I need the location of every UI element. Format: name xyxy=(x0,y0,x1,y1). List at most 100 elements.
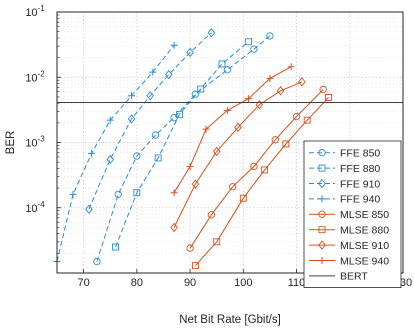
data-point xyxy=(319,85,327,94)
data-point xyxy=(133,189,141,197)
data-point xyxy=(127,114,136,124)
data-point xyxy=(266,32,274,40)
data-point xyxy=(146,91,154,101)
data-point xyxy=(282,140,290,148)
data-point xyxy=(223,66,231,74)
legend-entry: FFE 940 xyxy=(309,194,380,206)
y-tick-label: 10-2 xyxy=(25,69,45,84)
x-tick-label: 70 xyxy=(77,277,89,289)
data-point xyxy=(197,85,205,93)
data-point xyxy=(88,149,96,157)
data-point xyxy=(239,194,247,202)
data-point xyxy=(154,154,162,162)
x-tick-label: 90 xyxy=(184,277,196,289)
data-point xyxy=(303,116,311,124)
data-point xyxy=(170,222,178,233)
data-point xyxy=(266,74,274,82)
data-point xyxy=(191,90,200,98)
data-point xyxy=(106,116,114,124)
data-point xyxy=(271,136,279,144)
y-tick-label: 10-1 xyxy=(25,4,45,19)
legend-label: MLSE 880 xyxy=(340,225,389,237)
series-ffe-910 xyxy=(85,28,216,214)
data-point xyxy=(93,257,101,266)
data-point xyxy=(276,86,285,96)
series-ffe-850 xyxy=(93,32,274,266)
data-point xyxy=(106,154,115,165)
series-line xyxy=(173,81,303,228)
x-tick-label: 80 xyxy=(131,277,143,289)
legend-label: MLSE 850 xyxy=(340,209,389,221)
legend-marker xyxy=(318,210,326,218)
legend-label: FFE 940 xyxy=(340,194,380,206)
data-point xyxy=(223,106,231,114)
legend-entry: FFE 850 xyxy=(309,148,380,160)
legend-marker xyxy=(318,149,326,157)
data-point xyxy=(218,60,226,68)
legend-label: MLSE 910 xyxy=(340,240,389,252)
y-tick-label: 10-3 xyxy=(25,135,45,150)
data-point xyxy=(175,110,183,118)
data-point xyxy=(85,204,93,214)
data-point xyxy=(149,68,157,76)
series-mlse-880 xyxy=(191,94,332,270)
data-point xyxy=(292,112,301,121)
data-point xyxy=(170,189,178,197)
legend-entry: BERT xyxy=(309,271,368,283)
data-point xyxy=(170,41,178,49)
data-point xyxy=(298,77,306,87)
legend-entry: MLSE 940 xyxy=(309,255,389,267)
legend-marker xyxy=(318,240,326,250)
series-line xyxy=(88,32,212,210)
data-point xyxy=(151,131,160,139)
legend-marker xyxy=(318,195,326,203)
legend-entry: FFE 880 xyxy=(309,163,380,175)
legend-marker xyxy=(318,257,326,264)
data-point xyxy=(207,211,216,219)
legend-label: MLSE 940 xyxy=(340,255,389,267)
data-point xyxy=(245,38,253,46)
series-mlse-940 xyxy=(170,63,295,197)
data-point xyxy=(287,63,295,71)
series-mlse-910 xyxy=(170,77,306,233)
data-point xyxy=(213,238,221,246)
data-point xyxy=(165,69,173,80)
data-point xyxy=(114,190,122,199)
y-tick-label: 10-4 xyxy=(25,200,45,215)
series-line xyxy=(189,89,324,249)
legend-label: FFE 910 xyxy=(340,178,380,190)
data-point xyxy=(191,179,200,189)
legend-marker xyxy=(318,164,326,172)
series-line xyxy=(115,41,249,248)
data-point xyxy=(112,243,120,251)
data-point xyxy=(191,262,199,270)
y-axis-title: BER xyxy=(5,131,17,155)
data-point xyxy=(250,162,258,171)
data-point xyxy=(69,190,77,198)
data-layer xyxy=(53,28,403,270)
series-line xyxy=(96,35,271,262)
legend-entry: MLSE 910 xyxy=(309,240,389,252)
series-line xyxy=(195,97,329,266)
data-point xyxy=(325,94,332,101)
legend-entry: MLSE 850 xyxy=(309,209,389,221)
data-point xyxy=(186,162,194,170)
x-tick-label: 110 xyxy=(288,277,306,289)
data-point xyxy=(250,45,258,53)
data-point xyxy=(245,95,253,103)
legend-entry: MLSE 880 xyxy=(309,225,389,237)
data-point xyxy=(229,183,237,191)
legend: FFE 850 FFE 880 FFE 910 FFE 940 MLSE 850 MLSE… xyxy=(303,140,402,289)
series-ffe-880 xyxy=(112,38,253,251)
legend-label: BERT xyxy=(340,271,368,283)
data-point xyxy=(202,125,210,133)
data-point xyxy=(261,166,269,174)
data-point xyxy=(207,28,216,38)
x-tick-label: 100 xyxy=(234,277,252,289)
data-point xyxy=(234,122,242,133)
data-point xyxy=(128,92,136,100)
legend-label: FFE 850 xyxy=(340,148,380,160)
data-point xyxy=(133,152,141,160)
legend-marker xyxy=(318,226,326,234)
